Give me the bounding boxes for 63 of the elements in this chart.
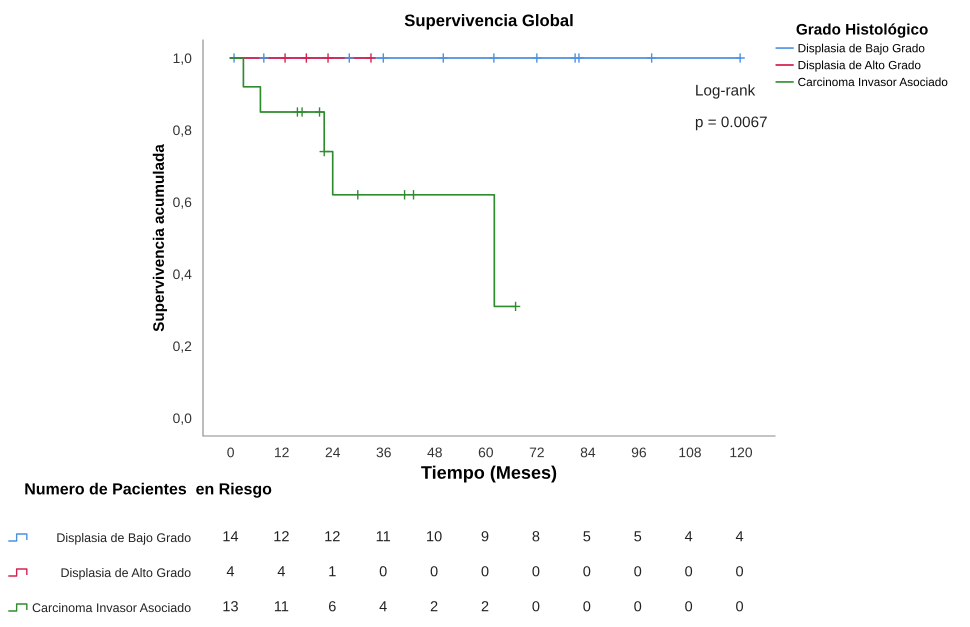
legend-label: Carcinoma Invasor Asociado [798,77,948,86]
data-label: 4 [379,601,387,612]
data-label: 0 [532,601,540,612]
data-label: 1 [329,566,336,576]
data-label: 11 [376,531,390,542]
data-label: 14 [223,531,238,542]
data-label: 0 [583,566,590,576]
data-label: 4 [226,566,234,576]
data-label: 6 [328,601,336,612]
x-tick-label: 24 [326,447,340,458]
y-tick-label: 1,0 [174,53,192,65]
x-tick-label: 120 [730,447,752,458]
y-tick-label: 0,0 [173,413,192,425]
x-tick-label: 108 [679,447,701,458]
y-tick-label: 0,8 [173,125,192,137]
data-label: 12 [274,531,289,542]
data-label: 5 [634,531,642,542]
chart-title: Numero de Pacientes en Riesgo [25,482,272,498]
data-label: 0 [482,566,488,576]
legend-label: Displasia de Alto Grado [798,60,920,72]
data-label: 0 [532,566,540,576]
y-tick-label: Displasia de Alto Grado [62,568,191,580]
y-tick-label: 0,6 [173,197,192,209]
y-tick-label: Displasia de Bajo Grado [57,532,191,545]
data-label: 8 [532,531,540,542]
data-label: 0 [430,566,438,576]
data-label: 0 [736,566,744,576]
annotation: Log-rank [696,84,756,99]
data-label: 12 [325,531,340,542]
data-label: 4 [736,531,744,542]
x-tick-label: 72 [530,447,544,458]
x-tick-label: 12 [275,447,289,458]
data-label: 10 [427,531,442,542]
chart-title: Supervivencia Global [404,14,573,30]
x-tick-label: 0 [227,447,234,458]
data-label: 13 [223,601,238,612]
data-label: 11 [274,601,288,612]
x-tick-label: 84 [580,447,596,458]
legend-title: Grado Histológico [796,23,928,38]
legend-label: Displasia de Bajo Grado [798,44,924,55]
y-tick-label: 0,2 [173,341,192,353]
data-label: 0 [583,601,590,612]
annotation: p = 0.0067 [696,116,767,130]
data-label: 4 [684,531,692,542]
x-tick-label: 96 [632,447,646,458]
x-tick-label: 36 [376,447,391,458]
data-label: 2 [482,601,488,612]
data-label: 0 [685,566,692,576]
data-label: 5 [583,531,590,542]
x-tick-label: 48 [427,447,442,458]
y-tick-label: 0,4 [173,269,192,281]
data-label: 0 [634,566,642,576]
data-label: 0 [685,601,692,612]
data-label: 0 [736,601,744,612]
data-label: 2 [430,601,438,612]
data-label: 0 [380,566,387,576]
data-label: 4 [278,566,285,576]
x-tick-label: 60 [478,447,493,458]
y-tick-label: Carcinoma Invasor Asociado [32,602,191,612]
y-axis-title: Supervivencia acumulada [152,144,168,332]
x-axis-title: Tiempo (Meses) [421,466,556,482]
data-label: 9 [482,531,488,542]
data-label: 0 [634,601,642,612]
